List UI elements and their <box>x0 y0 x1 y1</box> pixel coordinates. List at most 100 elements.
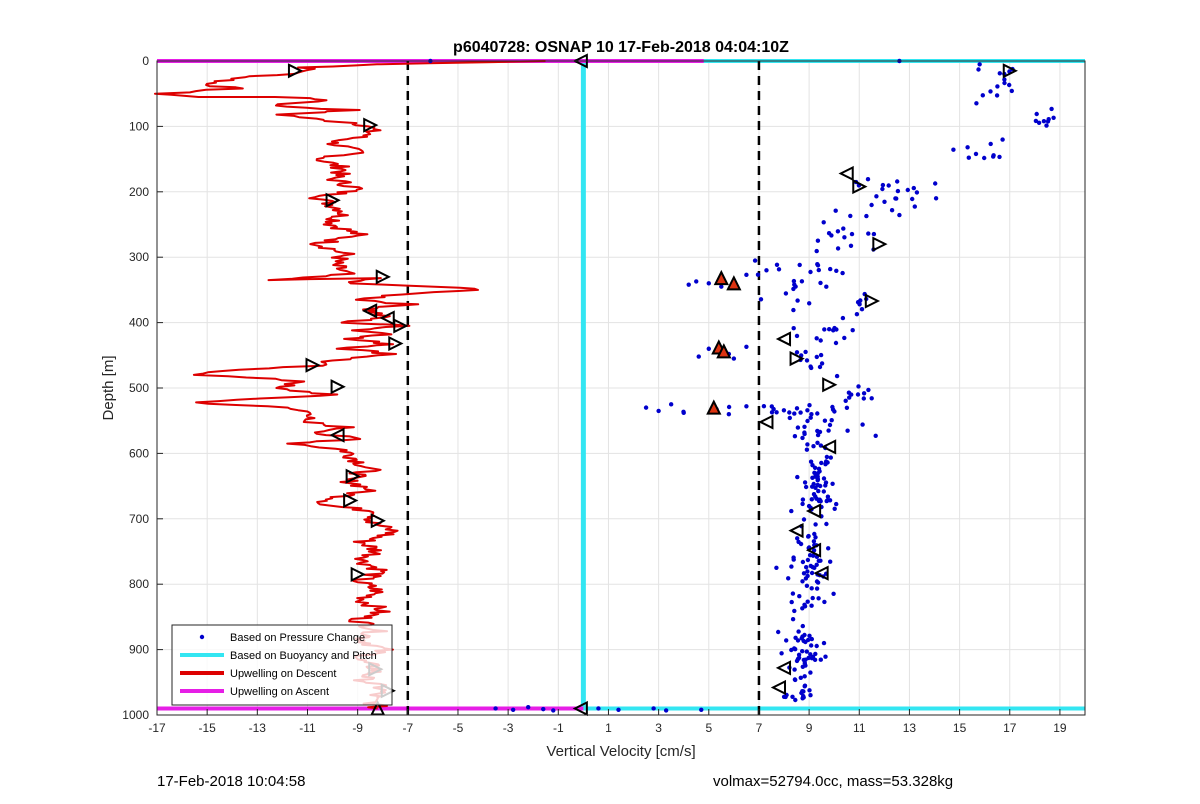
x-tick-label: 19 <box>1053 721 1067 735</box>
pressure-change-point <box>830 404 835 410</box>
x-tick-label: 11 <box>853 721 866 735</box>
pressure-change-point <box>807 301 812 306</box>
pressure-change-point <box>859 307 865 312</box>
pressure-change-point <box>774 565 779 570</box>
legend-label: Upwelling on Ascent <box>230 686 329 698</box>
y-tick-label: 700 <box>129 512 149 526</box>
triangle-marker <box>838 165 854 182</box>
pressure-change-point <box>812 657 818 662</box>
pressure-change-point <box>848 213 853 219</box>
pressure-change-point <box>805 442 810 447</box>
pressure-change-point <box>774 410 779 415</box>
triangle-marker <box>789 350 805 367</box>
pressure-change-point <box>826 546 831 551</box>
x-tick-label: -3 <box>503 721 514 735</box>
pressure-change-point <box>914 190 920 195</box>
pressure-change-point <box>726 411 732 417</box>
pressure-change-point <box>794 658 800 664</box>
pressure-change-point <box>910 196 915 202</box>
pressure-change-point <box>793 635 798 640</box>
pressure-change-point <box>880 182 886 188</box>
pressure-change-point <box>828 266 833 272</box>
pressure-change-point <box>846 390 852 395</box>
triangle-marker <box>375 269 391 285</box>
x-tick-label: -15 <box>198 721 216 735</box>
pressure-change-point <box>1041 119 1047 124</box>
pressure-change-point <box>864 213 869 219</box>
pressure-change-point <box>663 708 669 713</box>
pressure-change-point <box>1045 119 1051 124</box>
triangle-marker <box>379 310 395 326</box>
pressure-change-point <box>787 415 792 421</box>
pressure-change-point <box>824 521 829 527</box>
pressure-change-point <box>796 629 801 634</box>
triangle-marker <box>758 414 774 430</box>
pressure-change-point <box>744 272 749 278</box>
pressure-change-point <box>843 398 848 403</box>
pressure-change-point <box>980 93 985 98</box>
triangle-marker <box>726 275 742 291</box>
triangle-marker <box>770 679 787 696</box>
pressure-change-point <box>808 459 814 464</box>
pressure-change-point <box>805 418 810 424</box>
legend-label: Based on Pressure Change <box>230 632 365 644</box>
pressure-change-point <box>819 460 824 466</box>
pressure-change-point <box>758 297 764 302</box>
triangle-marker <box>805 503 822 519</box>
pressure-change-point <box>831 591 836 596</box>
pressure-change-point <box>827 422 833 428</box>
pressure-change-point <box>809 412 814 417</box>
pressure-change-point <box>761 404 767 409</box>
descent-upwelling-trace <box>154 60 546 710</box>
triangle-marker <box>872 236 888 252</box>
legend-swatch <box>199 634 205 640</box>
pressure-change-point <box>799 279 805 284</box>
pressure-change-point <box>912 204 917 209</box>
pressure-change-point <box>744 344 749 349</box>
pressure-change-point <box>804 565 809 570</box>
y-tick-label: 900 <box>129 643 149 657</box>
pressure-change-point <box>823 483 828 488</box>
x-tick-label: 9 <box>806 721 813 735</box>
triangle-marker <box>287 63 304 79</box>
pressure-change-point <box>800 559 806 565</box>
pressure-change-point <box>808 652 813 657</box>
triangle-marker <box>388 335 404 352</box>
x-tick-label: -9 <box>352 721 363 735</box>
pressure-change-point <box>965 145 970 150</box>
triangle-marker <box>329 427 345 443</box>
pressure-change-point <box>897 212 902 218</box>
pressure-change-point <box>812 465 818 470</box>
x-tick-label: -5 <box>453 721 464 735</box>
pressure-change-point <box>616 707 621 712</box>
pressure-change-point <box>706 346 711 351</box>
pressure-change-point <box>905 187 910 193</box>
pressure-change-point <box>974 101 979 106</box>
y-tick-label: 200 <box>129 185 149 199</box>
pressure-change-point <box>802 674 807 679</box>
pressure-change-point <box>830 481 835 486</box>
pressure-change-point <box>792 667 797 672</box>
pressure-change-point <box>973 151 979 157</box>
pressure-change-point <box>651 706 656 711</box>
pressure-change-point <box>551 708 556 713</box>
pressure-change-point <box>812 565 817 570</box>
triangle-marker <box>305 357 321 373</box>
pressure-change-point <box>803 576 809 581</box>
pressure-change-point <box>827 327 832 332</box>
pressure-change-point <box>810 475 815 480</box>
pressure-change-point <box>818 352 824 358</box>
pressure-change-point <box>895 179 900 184</box>
pressure-change-point <box>802 480 808 485</box>
pressure-change-point <box>1033 118 1039 124</box>
triangle-marker <box>350 566 366 583</box>
pressure-change-point <box>966 155 971 160</box>
pressure-change-point <box>808 693 813 698</box>
pressure-change-point <box>793 677 798 683</box>
pressure-change-point <box>866 231 871 236</box>
pressure-change-point <box>1009 88 1014 94</box>
pressure-change-point <box>802 604 808 609</box>
x-tick-label: 13 <box>903 721 917 735</box>
footer-timestamp: 17-Feb-2018 10:04:58 <box>157 773 306 790</box>
pressure-change-point <box>541 706 546 712</box>
